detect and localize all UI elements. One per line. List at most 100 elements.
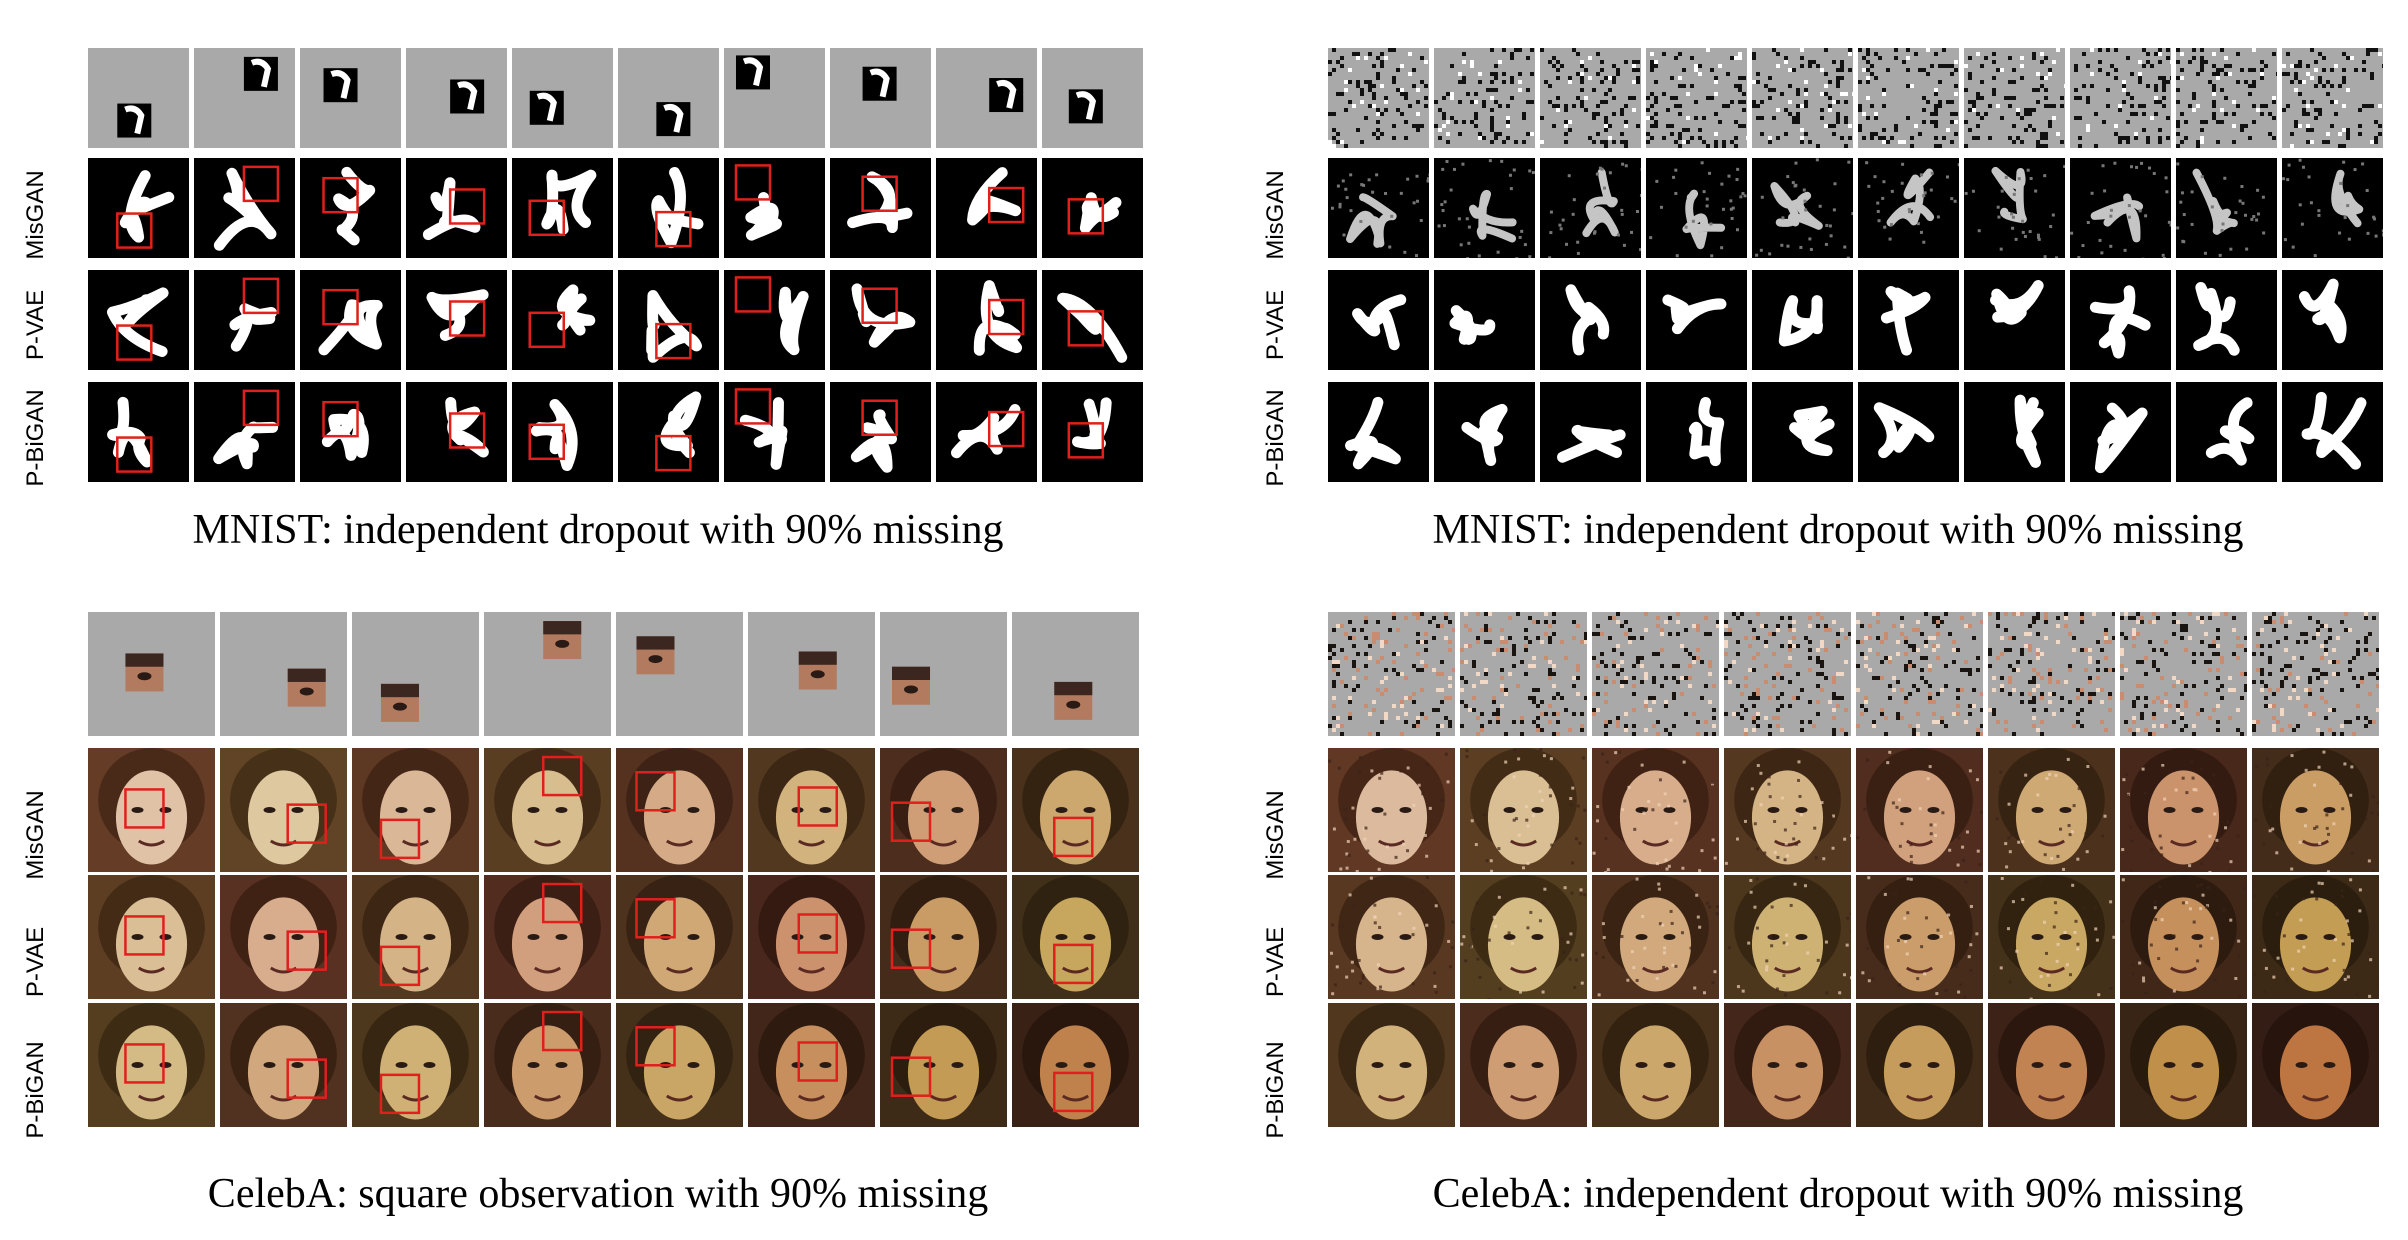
masked-input-image xyxy=(618,48,719,148)
reconstruction-image xyxy=(352,875,479,999)
reconstruction-image xyxy=(1858,270,1959,370)
masked-input-image xyxy=(1460,612,1587,736)
reconstruction-image xyxy=(2252,748,2379,872)
row-label-pbigan: P-BiGAN xyxy=(22,389,49,487)
masked-input-image xyxy=(748,612,875,736)
reconstruction-image xyxy=(88,270,189,370)
row-label-pbigan: P-BiGAN xyxy=(22,1041,49,1139)
reconstruction-image xyxy=(512,158,613,258)
masked-input-image xyxy=(2282,48,2383,148)
row-label-misgan: MisGAN xyxy=(1262,790,1289,880)
reconstruction-image xyxy=(880,748,1007,872)
reconstruction-image xyxy=(1042,382,1143,482)
masked-input-image xyxy=(616,612,743,736)
masked-input-image xyxy=(1856,612,1983,736)
reconstruction-image xyxy=(748,875,875,999)
reconstruction-image xyxy=(300,158,401,258)
reconstruction-image xyxy=(618,270,719,370)
reconstruction-image xyxy=(2176,270,2277,370)
reconstruction-image xyxy=(1434,270,1535,370)
reconstruction-image xyxy=(194,382,295,482)
reconstruction-image xyxy=(1460,875,1587,999)
reconstruction-image xyxy=(1724,1003,1851,1127)
reconstruction-image xyxy=(2120,748,2247,872)
reconstruction-image xyxy=(724,158,825,258)
reconstruction-image xyxy=(1012,1003,1139,1127)
reconstruction-image xyxy=(936,382,1037,482)
reconstruction-image xyxy=(1540,158,1641,258)
reconstruction-image xyxy=(220,875,347,999)
reconstruction-image xyxy=(1856,1003,1983,1127)
panel-caption: MNIST: independent dropout with 90% miss… xyxy=(192,507,1004,553)
masked-input-image xyxy=(1328,612,1455,736)
row-label-pbigan: P-BiGAN xyxy=(1262,389,1289,487)
reconstruction-image xyxy=(352,748,479,872)
reconstruction-image xyxy=(406,382,507,482)
masked-input-image xyxy=(1964,48,2065,148)
reconstruction-image xyxy=(1964,382,2065,482)
masked-input-image xyxy=(1012,612,1139,736)
reconstruction-image xyxy=(1592,748,1719,872)
reconstruction-image xyxy=(88,748,215,872)
reconstruction-image xyxy=(2282,382,2383,482)
masked-input-image xyxy=(1042,48,1143,148)
masked-input-image xyxy=(2120,612,2247,736)
panel-celeba-dropout: MisGAN P-VAE P-BiGAN CelebA: independent… xyxy=(1240,600,2408,1240)
reconstruction-image xyxy=(1540,270,1641,370)
masked-input-image xyxy=(1540,48,1641,148)
panel-caption: CelebA: square observation with 90% miss… xyxy=(207,1171,989,1217)
reconstruction-image xyxy=(1460,748,1587,872)
reconstruction-image xyxy=(724,382,825,482)
reconstruction-image xyxy=(1328,875,1455,999)
reconstruction-image xyxy=(1856,875,1983,999)
reconstruction-image xyxy=(1964,158,2065,258)
reconstruction-image xyxy=(1012,875,1139,999)
reconstruction-image xyxy=(194,158,295,258)
reconstruction-image xyxy=(88,158,189,258)
row-label-pvae: P-VAE xyxy=(22,289,49,361)
masked-input-image xyxy=(880,612,1007,736)
reconstruction-image xyxy=(1042,270,1143,370)
reconstruction-image xyxy=(2252,1003,2379,1127)
reconstruction-image xyxy=(1460,1003,1587,1127)
row-label-misgan: MisGAN xyxy=(22,790,49,880)
masked-input-image xyxy=(1724,612,1851,736)
reconstruction-image xyxy=(616,875,743,999)
reconstruction-image xyxy=(1328,270,1429,370)
reconstruction-image xyxy=(2282,158,2383,258)
panel-caption: CelebA: independent dropout with 90% mis… xyxy=(1432,1171,2244,1217)
reconstruction-image xyxy=(1988,748,2115,872)
masked-input-image xyxy=(1592,612,1719,736)
masked-input-image xyxy=(1858,48,1959,148)
reconstruction-image xyxy=(618,382,719,482)
reconstruction-image xyxy=(1724,875,1851,999)
masked-input-image xyxy=(512,48,613,148)
reconstruction-image xyxy=(1752,270,1853,370)
reconstruction-image xyxy=(1646,382,1747,482)
reconstruction-image xyxy=(830,158,931,258)
reconstruction-image xyxy=(2120,1003,2247,1127)
masked-input-image xyxy=(484,612,611,736)
masked-input-image xyxy=(1988,612,2115,736)
reconstruction-image xyxy=(2070,158,2171,258)
masked-input-image xyxy=(406,48,507,148)
reconstruction-image xyxy=(1328,158,1429,258)
reconstruction-image xyxy=(484,875,611,999)
reconstruction-image xyxy=(300,270,401,370)
masked-input-image xyxy=(1646,48,1747,148)
reconstruction-image xyxy=(1856,748,1983,872)
reconstruction-image xyxy=(2282,270,2383,370)
reconstruction-image xyxy=(2120,875,2247,999)
masked-input-image xyxy=(194,48,295,148)
masked-input-image xyxy=(2070,48,2171,148)
reconstruction-image xyxy=(1328,748,1455,872)
reconstruction-image xyxy=(220,748,347,872)
reconstruction-image xyxy=(2176,382,2277,482)
reconstruction-image xyxy=(616,748,743,872)
reconstruction-image xyxy=(1858,382,1959,482)
reconstruction-image xyxy=(830,382,931,482)
reconstruction-image xyxy=(1434,382,1535,482)
reconstruction-image xyxy=(88,1003,215,1127)
panel-celeba-square: MisGAN P-VAE P-BiGAN CelebA: square obse… xyxy=(0,600,1200,1240)
reconstruction-image xyxy=(352,1003,479,1127)
